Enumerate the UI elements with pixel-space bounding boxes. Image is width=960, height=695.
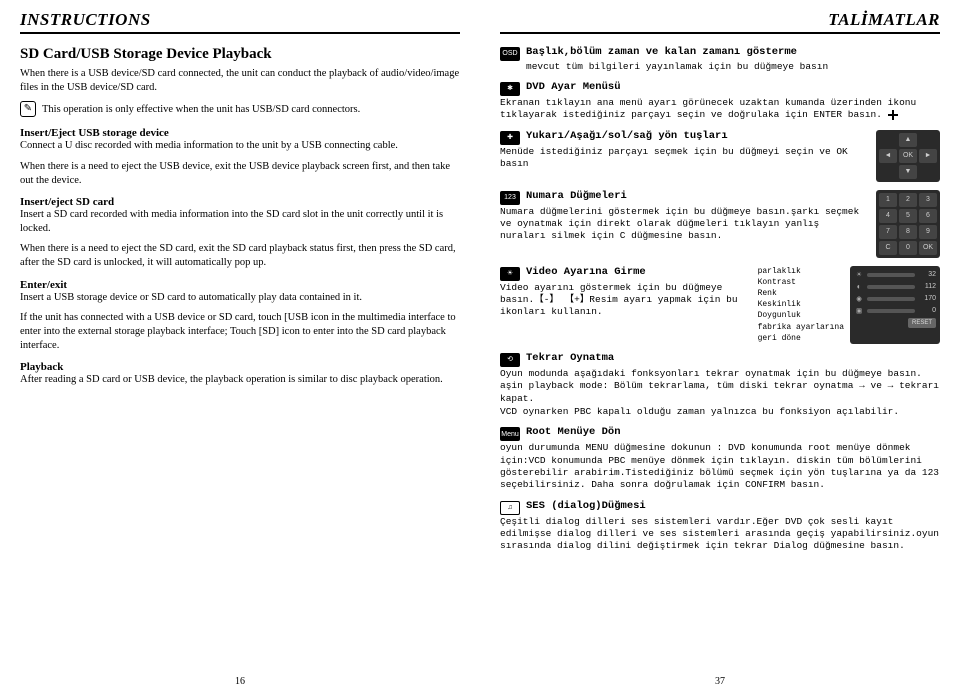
- root-text: oyun durumunda MENU düğmesine dokunun : …: [500, 442, 940, 491]
- arrow-keypad: ▲◄OK►▼: [876, 130, 940, 182]
- key: 8: [899, 225, 917, 239]
- arrows-text: Menüde istediğiniz parçayı seçmek için b…: [500, 146, 868, 171]
- repeat-icon: ⟲: [500, 353, 520, 367]
- note-box: ✎ This operation is only effective when …: [20, 101, 460, 117]
- slider-label-a: parlaklık: [758, 266, 844, 277]
- dvd-text: Ekranan tıklayın ana menü ayarı görünece…: [500, 97, 940, 122]
- key: OK: [899, 149, 917, 163]
- note-icon: ✎: [20, 101, 36, 117]
- gear-icon: ✱: [500, 82, 520, 96]
- vid-text: Video ayarını göstermek için bu düğmeye …: [500, 282, 750, 319]
- key: ▼: [899, 165, 917, 179]
- key: 0: [899, 241, 917, 255]
- key: 5: [899, 209, 917, 223]
- nav-cross-icon: [888, 110, 898, 120]
- s2-title: Insert/eject SD card: [20, 196, 460, 208]
- numpad-icon: 123: [500, 191, 520, 205]
- slider-panel: ☀32 ◐112 ◉170 ▣0 RESET: [850, 266, 940, 344]
- vid-item: ☀ Video Ayarına Girme Video ayarını göst…: [500, 266, 940, 344]
- ses-item: ♫ SES (dialog)Düğmesi Çeşitli dialog dil…: [500, 500, 940, 553]
- dvd-item: ✱ DVD Ayar Menüsü Ekranan tıklayın ana m…: [500, 81, 940, 122]
- slider-label-f: fabrika ayarlarına: [758, 322, 844, 333]
- right-page-num: 37: [715, 676, 725, 687]
- menu-icon: Menu: [500, 427, 520, 441]
- right-page: TALİMATLAR OSD Başlık,bölüm zaman ve kal…: [480, 0, 960, 695]
- slider-area: parlaklık Kontrast Renk Keskinlik Doygun…: [758, 266, 940, 344]
- key: ►: [919, 149, 937, 163]
- s2-p2: When there is a need to eject the SD car…: [20, 242, 460, 270]
- main-title: SD Card/USB Storage Device Playback: [20, 46, 460, 63]
- osd-icon: OSD: [500, 47, 520, 61]
- key: 4: [879, 209, 897, 223]
- num-title: Numara Düğmeleri: [526, 190, 627, 204]
- key: ◄: [879, 149, 897, 163]
- key: 6: [919, 209, 937, 223]
- rep-item: ⟲ Tekrar Oynatma Oyun modunda aşağıdaki …: [500, 352, 940, 418]
- key: 1: [879, 193, 897, 207]
- root-title: Root Menüye Dön: [526, 426, 621, 440]
- key: 9: [919, 225, 937, 239]
- osd-text: mevcut tüm bilgileri yayınlamak için bu …: [526, 61, 828, 73]
- s3-p1: Insert a USB storage device or SD card t…: [20, 291, 460, 305]
- vid-title: Video Ayarına Girme: [526, 266, 646, 280]
- s1-title: Insert/Eject USB storage device: [20, 127, 460, 139]
- ses-text: Çeşitli dialog dilleri ses sistemleri va…: [500, 516, 940, 553]
- num-item: 123 Numara Düğmeleri Numara düğmelerini …: [500, 190, 940, 258]
- left-page-num: 16: [235, 676, 245, 687]
- s3-p2: If the unit has connected with a USB dev…: [20, 311, 460, 354]
- intro-text: When there is a USB device/SD card conne…: [20, 67, 460, 95]
- key: OK: [919, 241, 937, 255]
- dvd-title: DVD Ayar Menüsü: [526, 81, 621, 95]
- brightness-icon: ☀: [500, 267, 520, 281]
- rep-text2: VCD oynarken PBC kapalı olduğu zaman yal…: [500, 406, 940, 418]
- arrows-title: Yukarı/Aşağı/sol/sağ yön tuşları: [526, 130, 728, 144]
- s4-title: Playback: [20, 361, 460, 373]
- key: C: [879, 241, 897, 255]
- left-header: INSTRUCTIONS: [20, 10, 151, 30]
- key: 7: [879, 225, 897, 239]
- s2-p1: Insert a SD card recorded with media inf…: [20, 208, 460, 236]
- plus-icon: ✚: [500, 131, 520, 145]
- key: [919, 133, 937, 147]
- right-header: TALİMATLAR: [828, 10, 940, 30]
- right-body: OSD Başlık,bölüm zaman ve kalan zamanı g…: [500, 46, 940, 553]
- s1-p2: When there is a need to eject the USB de…: [20, 160, 460, 188]
- slider-label-c: Renk: [758, 288, 844, 299]
- manual-spread: INSTRUCTIONS SD Card/USB Storage Device …: [0, 0, 960, 695]
- key: [879, 165, 897, 179]
- num-text: Numara düğmelerini göstermek için bu düğ…: [500, 206, 868, 243]
- key: 3: [919, 193, 937, 207]
- key: [879, 133, 897, 147]
- slider-label-e: Doygunluk: [758, 310, 844, 321]
- audio-icon: ♫: [500, 501, 520, 515]
- left-header-row: INSTRUCTIONS: [20, 10, 460, 34]
- arrows-item: ✚ Yukarı/Aşağı/sol/sağ yön tuşları Menüd…: [500, 130, 940, 182]
- reset-button: RESET: [908, 318, 936, 328]
- key: ▲: [899, 133, 917, 147]
- ses-title: SES (dialog)Düğmesi: [526, 500, 646, 514]
- rep-title: Tekrar Oynatma: [526, 352, 614, 366]
- slider-label-g: geri döne: [758, 333, 844, 344]
- s3-title: Enter/exit: [20, 279, 460, 291]
- slider-label-b: Kontrast: [758, 277, 844, 288]
- osd-title: Başlık,bölüm zaman ve kalan zamanı göste…: [526, 46, 797, 58]
- key: [919, 165, 937, 179]
- num-keypad: 123 456 789 C0OK: [876, 190, 940, 258]
- slider-label-d: Keskinlik: [758, 299, 844, 310]
- root-item: Menu Root Menüye Dön oyun durumunda MENU…: [500, 426, 940, 491]
- key: 2: [899, 193, 917, 207]
- s1-p1: Connect a U disc recorded with media inf…: [20, 139, 460, 153]
- right-header-row: TALİMATLAR: [500, 10, 940, 34]
- left-page: INSTRUCTIONS SD Card/USB Storage Device …: [0, 0, 480, 695]
- rep-text: Oyun modunda aşağıdaki fonksyonları tekr…: [500, 368, 940, 405]
- note-text: This operation is only effective when th…: [42, 103, 360, 117]
- osd-item: OSD Başlık,bölüm zaman ve kalan zamanı g…: [500, 46, 940, 73]
- s4-p1: After reading a SD card or USB device, t…: [20, 373, 460, 387]
